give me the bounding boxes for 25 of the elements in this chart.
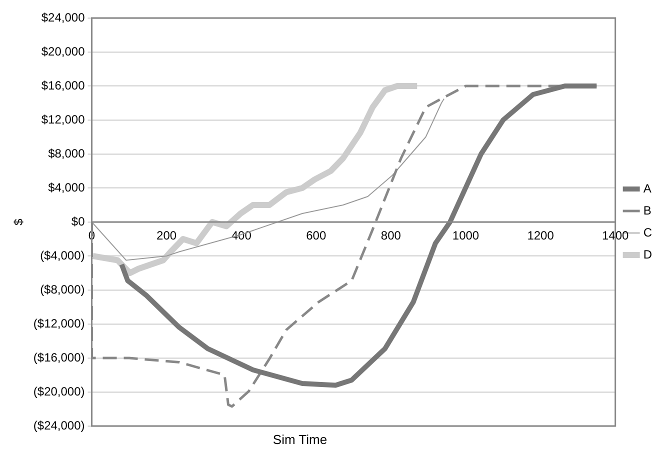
y-tick-label: ($12,000)	[33, 316, 85, 330]
y-tick-label: ($24,000)	[33, 418, 85, 432]
y-tick-label: ($4,000)	[40, 248, 85, 262]
x-tick-label: 1000	[452, 228, 480, 243]
y-tick-label: $12,000	[41, 112, 86, 126]
y-tick-label: $0	[71, 214, 86, 228]
y-tick-label: $20,000	[41, 44, 86, 58]
legend-label: B	[643, 203, 652, 218]
y-tick-label: ($20,000)	[33, 384, 85, 398]
legend-label: A	[643, 181, 652, 196]
x-tick-label: 600	[306, 228, 326, 243]
y-axis-title: $	[12, 218, 26, 226]
y-tick-label: $16,000	[41, 78, 86, 92]
x-tick-label: 1200	[527, 228, 554, 243]
x-tick-label: 1400	[602, 228, 630, 243]
legend-label: C	[643, 225, 652, 240]
y-tick-label: ($8,000)	[40, 282, 85, 296]
y-tick-label: $8,000	[48, 146, 86, 160]
x-axis-title: Sim Time	[272, 432, 328, 447]
x-tick-label: 800	[380, 228, 402, 243]
y-tick-label: $4,000	[48, 180, 86, 194]
x-tick-label: 200	[156, 228, 177, 243]
legend-label: D	[643, 247, 652, 262]
y-tick-label: ($16,000)	[33, 350, 85, 364]
y-tick-label: $24,000	[41, 10, 86, 24]
